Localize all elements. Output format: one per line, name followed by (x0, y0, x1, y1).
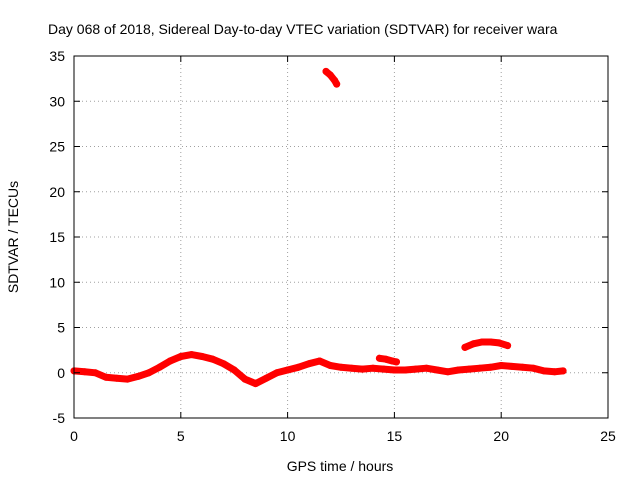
data-point (504, 342, 512, 350)
data-point (382, 355, 390, 363)
data-point (495, 339, 503, 347)
data-point (465, 365, 473, 373)
data-point (540, 367, 548, 375)
y-tick-label: 30 (49, 93, 65, 109)
data-point (166, 357, 174, 365)
y-tick-label: 0 (57, 365, 65, 381)
data-point (294, 363, 302, 371)
x-tick-label: 0 (70, 428, 78, 444)
x-tick-label: 15 (387, 428, 403, 444)
data-point (91, 369, 99, 377)
data-point (390, 366, 398, 374)
data-point (393, 358, 400, 366)
data-point (262, 374, 270, 382)
y-axis-label: SDTVAR / TECUs (5, 181, 21, 293)
data-point (358, 365, 366, 373)
data-point (102, 373, 110, 381)
data-point (380, 365, 388, 373)
data-point (559, 367, 567, 375)
data-point (252, 380, 260, 388)
data-point (284, 366, 292, 374)
data-point (123, 375, 131, 383)
x-tick-label: 10 (280, 428, 296, 444)
grid-lines (74, 56, 608, 418)
data-point (519, 363, 527, 371)
data-point (177, 353, 185, 360)
data-point (209, 355, 217, 363)
data-point (461, 343, 469, 351)
data-point (326, 71, 334, 79)
data-point (348, 364, 356, 372)
data-point (433, 366, 441, 374)
data-point (241, 375, 249, 383)
data-point (444, 368, 452, 376)
data-point (188, 351, 195, 359)
data-point (113, 374, 121, 382)
x-tick-label: 25 (600, 428, 616, 444)
data-point (478, 338, 486, 346)
data-point (375, 354, 383, 362)
data-point (508, 362, 516, 370)
x-axis-label: GPS time / hours (287, 458, 394, 474)
data-point (81, 368, 89, 376)
data-point (401, 366, 409, 374)
y-tick-label: 20 (49, 184, 65, 200)
y-tick-label: 15 (49, 229, 65, 245)
data-point (455, 366, 462, 374)
data-point (305, 360, 313, 368)
chart-title: Day 068 of 2018, Sidereal Day-to-day VTE… (48, 21, 558, 37)
data-point (337, 363, 345, 371)
x-tick-label: 20 (493, 428, 509, 444)
data-point (487, 338, 494, 346)
x-tick-label: 5 (177, 428, 185, 444)
data-point (333, 80, 341, 88)
y-tick-label: 35 (49, 48, 65, 64)
data-point (551, 368, 559, 376)
data-point (198, 353, 206, 360)
data-point (273, 369, 281, 377)
data-point (326, 362, 334, 369)
data-point (230, 366, 238, 374)
data-point (316, 357, 324, 365)
data-point (476, 364, 484, 372)
data-point (145, 369, 153, 377)
data-point (369, 364, 377, 372)
data-point (220, 360, 227, 368)
y-tick-label: 25 (49, 139, 65, 155)
y-tick-label: -5 (53, 410, 66, 426)
plot-data (70, 67, 567, 388)
data-point (412, 365, 420, 373)
data-point (529, 364, 537, 372)
data-point (469, 340, 477, 348)
data-point (134, 372, 142, 380)
y-tick-label: 10 (49, 274, 65, 290)
data-point (497, 362, 505, 369)
data-point (487, 363, 494, 371)
data-point (155, 363, 163, 371)
data-point (422, 364, 430, 372)
y-tick-label: 5 (57, 320, 65, 336)
